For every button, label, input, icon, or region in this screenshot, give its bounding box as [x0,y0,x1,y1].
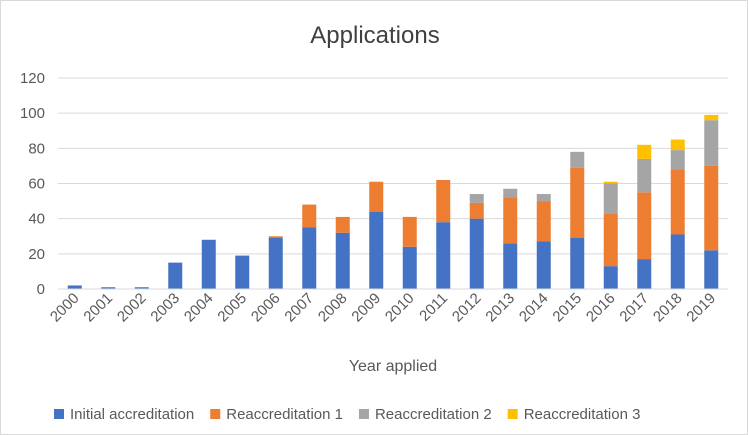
chart-title: Applications [310,22,439,49]
bar-2018-series-4 [670,139,685,151]
bar-2000-series-1 [67,285,82,289]
bar-2016-series-4 [603,181,618,184]
x-tick-label: 2016 [583,290,619,326]
x-tick-label: 2017 [616,290,652,326]
legend-swatch [54,409,64,419]
legend: Initial accreditation Reaccreditation 1 Re… [54,406,640,423]
y-tick-label: 100 [20,105,45,122]
legend-swatch [358,409,369,419]
y-tick-label: 40 [28,211,45,228]
x-tick-label: 2006 [248,290,284,326]
x-tick-label: 2002 [114,290,150,326]
x-tick-label: 2015 [549,290,585,326]
bar-2008-series-2 [335,216,350,233]
bar-2010-series-1 [402,246,417,289]
x-tick-label: 2003 [147,290,183,326]
x-axis-ticks: 2000200120022003200420052006200720082009… [47,290,719,326]
bar-2017-series-2 [637,192,652,260]
bar-2014-series-2 [536,201,551,242]
bar-2015-series-1 [570,238,585,289]
x-tick-label: 2007 [281,290,317,326]
bar-2014-series-3 [536,194,551,202]
bar-2017-series-1 [637,259,652,289]
bar-2016-series-2 [603,213,618,267]
bar-2017-series-4 [637,144,652,159]
bar-2019-series-3 [704,120,719,166]
legend-label: Initial accreditation [70,406,194,423]
gridlines [58,77,728,255]
x-tick-label: 2011 [416,290,451,325]
x-tick-label: 2014 [516,290,552,326]
legend-swatch [210,409,221,419]
y-axis-ticks: 0 20 40 60 80 100 120 [20,70,45,298]
x-tick-label: 2013 [482,290,518,326]
bar-2013-series-1 [503,243,518,289]
y-tick-label: 0 [37,281,45,298]
x-tick-label: 2001 [80,290,116,326]
legend-label: Reaccreditation 1 [226,406,343,423]
x-tick-label: 2004 [181,290,217,326]
bar-2009-series-1 [369,211,384,289]
legend-swatch [507,409,518,419]
bar-2012-series-2 [469,202,484,219]
bar-2009-series-2 [369,181,384,212]
bar-2010-series-2 [402,216,417,247]
bar-2007-series-1 [302,227,317,289]
bar-2013-series-3 [503,188,518,198]
bar-2018-series-2 [670,169,685,235]
bar-2016-series-1 [603,266,618,289]
bar-2019-series-2 [704,165,719,251]
bar-2015-series-2 [570,167,585,239]
bar-2015-series-3 [570,151,585,168]
x-axis-title: Year applied [349,358,437,375]
bar-2017-series-3 [637,158,652,193]
x-tick-label: 2009 [348,290,384,326]
x-tick-label: 2018 [650,290,686,326]
bar-2004-series-1 [201,239,216,289]
bar-2011-series-2 [436,179,451,223]
x-tick-label: 2008 [315,290,351,326]
x-tick-label: 2000 [47,290,83,326]
y-tick-label: 120 [20,70,45,87]
bar-2019-series-4 [704,114,719,121]
bar-2002-series-1 [134,287,149,289]
bar-2008-series-1 [335,232,350,289]
bar-2006-series-2 [268,236,283,239]
x-tick-label: 2005 [214,290,250,326]
x-tick-label: 2010 [382,290,418,326]
bar-2003-series-1 [168,262,183,289]
x-tick-label: 2012 [449,290,485,326]
bar-2007-series-2 [302,204,317,228]
bar-2001-series-1 [101,287,116,289]
y-tick-label: 80 [28,140,45,157]
y-tick-label: 20 [28,246,45,263]
bar-2018-series-3 [670,150,685,170]
bar-2011-series-1 [436,222,451,289]
bar-2014-series-1 [536,241,551,289]
bar-2018-series-1 [670,234,685,289]
bar-2013-series-2 [503,197,518,244]
y-tick-label: 60 [28,176,45,193]
legend-label: Reaccreditation 2 [375,406,492,423]
x-tick-label: 2019 [683,290,719,326]
bar-2006-series-1 [268,238,283,289]
bar-2019-series-1 [704,250,719,289]
bar-2012-series-3 [469,194,484,203]
bar-2012-series-1 [469,218,484,289]
bar-2005-series-1 [235,255,250,289]
bar-2016-series-3 [603,183,618,214]
bars [67,114,719,289]
legend-label: Reaccreditation 3 [524,406,641,423]
